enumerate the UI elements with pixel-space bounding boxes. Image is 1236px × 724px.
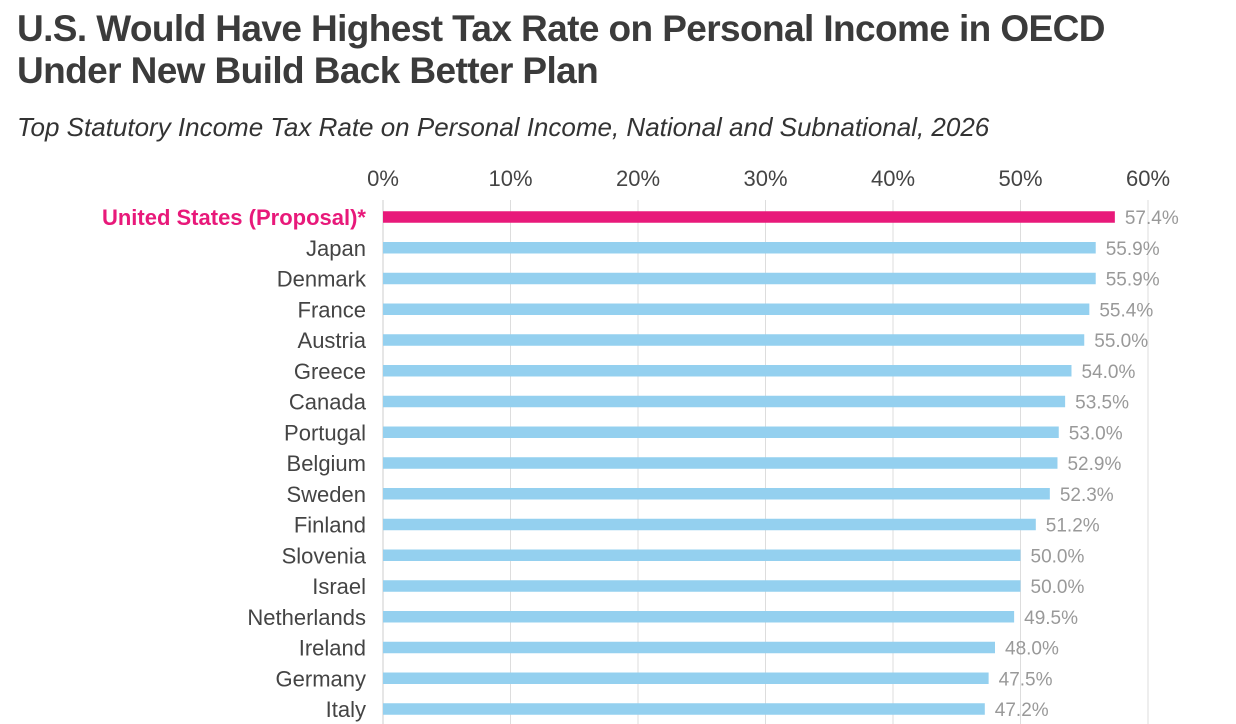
category-label: Israel [312,574,366,599]
data-label: 55.4% [1099,300,1153,321]
data-label: 47.5% [999,669,1053,690]
category-label: Italy [326,697,366,722]
category-label: Germany [276,666,366,691]
category-label: Finland [294,513,366,538]
data-label: 47.2% [995,700,1049,721]
x-tick-label: 10% [488,166,532,191]
bar [383,395,1066,408]
bar [383,303,1090,315]
bar [383,242,1096,254]
bar [383,641,995,654]
x-tick-label: 60% [1126,166,1170,191]
bar [383,365,1072,377]
category-label: Greece [294,359,366,384]
category-label: Portugal [284,420,366,445]
x-tick-label: 20% [616,166,660,191]
bar [383,211,1115,223]
chart-subtitle: Top Statutory Income Tax Rate on Persona… [17,112,990,142]
bar [383,672,989,684]
category-label: Belgium [287,451,366,476]
data-label: 55.9% [1106,270,1160,291]
data-label: 54.0% [1082,362,1136,383]
data-label: 52.9% [1067,454,1121,475]
category-label: Canada [289,390,367,415]
category-label: Slovenia [282,543,367,568]
bar [383,272,1096,285]
data-label: 53.5% [1075,393,1129,414]
bar [383,457,1058,469]
bar [383,611,1015,623]
bar [383,549,1021,561]
bar [383,426,1059,438]
category-label: France [298,297,366,322]
category-label: Ireland [299,636,366,661]
chart-title: U.S. Would Have Highest Tax Rate on Pers… [17,8,1105,91]
category-label: Japan [306,236,366,261]
data-label: 52.3% [1060,485,1114,506]
data-label: 51.2% [1046,516,1100,537]
data-label: 50.0% [1031,546,1085,567]
bar [383,334,1085,346]
x-tick-label: 40% [871,166,915,191]
category-label: Netherlands [247,605,366,630]
x-tick-label: 30% [743,166,787,191]
data-label: 55.9% [1106,239,1160,260]
bar [383,703,985,715]
category-label: Denmark [277,267,367,292]
data-label: 55.0% [1094,331,1148,352]
x-tick-label: 50% [998,166,1042,191]
data-label: 57.4% [1125,208,1179,229]
category-label: United States (Proposal)* [102,205,366,230]
data-label: 49.5% [1024,608,1078,629]
bar [383,580,1021,592]
category-label: Austria [298,328,367,353]
bar [383,518,1036,531]
data-label: 50.0% [1031,577,1085,598]
bar [383,488,1050,500]
data-label: 53.0% [1069,423,1123,444]
x-tick-label: 0% [367,166,399,191]
category-label: Sweden [286,482,366,507]
data-label: 48.0% [1005,639,1059,660]
